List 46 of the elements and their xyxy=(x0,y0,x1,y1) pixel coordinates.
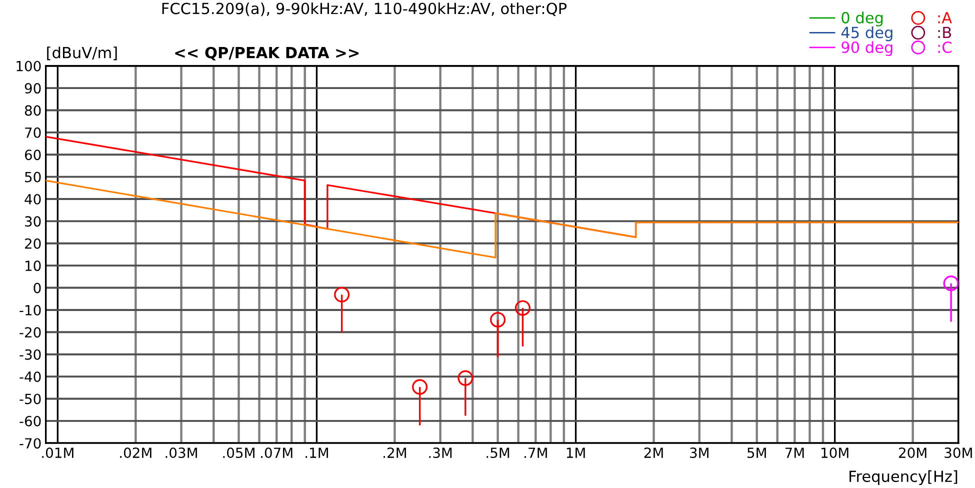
y-tick-label: 100 xyxy=(16,60,41,72)
x-tick-label: .3M xyxy=(429,448,452,458)
y-tick-label: 20 xyxy=(25,238,41,249)
x-tick-label: 30M xyxy=(944,448,972,458)
y-tick-label: 40 xyxy=(24,194,41,204)
x-tick-label: 3M xyxy=(690,448,708,458)
chart-title: << QP/PEAK DATA >> xyxy=(175,46,359,60)
y-tick-label: 30 xyxy=(25,216,41,227)
y-tick-label: 70 xyxy=(25,127,41,138)
legend-label: 90 deg xyxy=(842,41,892,56)
y-tick-label: 60 xyxy=(24,150,41,160)
x-tick-label: 10M xyxy=(822,448,848,458)
x-tick-label: 2M xyxy=(644,448,663,458)
x-tick-label: .02M xyxy=(120,448,152,458)
x-tick-label: .07M xyxy=(261,448,292,458)
y-tick-label: -60 xyxy=(20,416,41,426)
legend-label: :B xyxy=(938,26,952,38)
text: FCC15.209(a), 9-90kHz:AV, 110-490kHz:AV, other:QP xyxy=(162,2,567,16)
x-tick-label: .7M xyxy=(524,448,547,458)
x-tick-label: 20M xyxy=(899,448,926,458)
x-tick-label: 7M xyxy=(785,448,804,458)
y-tick-label: -50 xyxy=(20,394,41,404)
legend-label: :C xyxy=(938,41,952,54)
x-tick-label: .01M xyxy=(42,448,74,458)
legend-label: 45 deg xyxy=(841,26,892,42)
y-tick-label: -10 xyxy=(20,304,41,316)
legend-label: :A xyxy=(938,12,952,24)
x-tick-label: 1M xyxy=(566,448,585,458)
x-tick-label: .5M xyxy=(486,448,510,458)
x-tick-label: .2M xyxy=(384,448,406,458)
x-tick-label: .1M xyxy=(306,448,328,458)
legend-label: 0 deg xyxy=(842,12,883,26)
y-tick-label: -70 xyxy=(20,438,41,449)
y-tick-label: 10 xyxy=(26,260,41,272)
y-tick-label: -30 xyxy=(20,349,41,360)
x-axis-title: Frequency[Hz] xyxy=(850,470,958,486)
x-tick-label: .05M xyxy=(223,448,254,458)
y-tick-label: 80 xyxy=(24,105,41,116)
y-tick-label: 50 xyxy=(25,172,41,182)
y-tick-label: 0 xyxy=(34,282,41,294)
x-tick-label: 5M xyxy=(748,448,766,458)
y-tick-label: 90 xyxy=(24,83,41,94)
y-axis-title: [dBuV/m] xyxy=(47,46,117,60)
y-tick-label: -40 xyxy=(20,372,41,382)
x-tick-label: .03M xyxy=(166,448,197,458)
y-tick-label: -20 xyxy=(20,327,41,338)
